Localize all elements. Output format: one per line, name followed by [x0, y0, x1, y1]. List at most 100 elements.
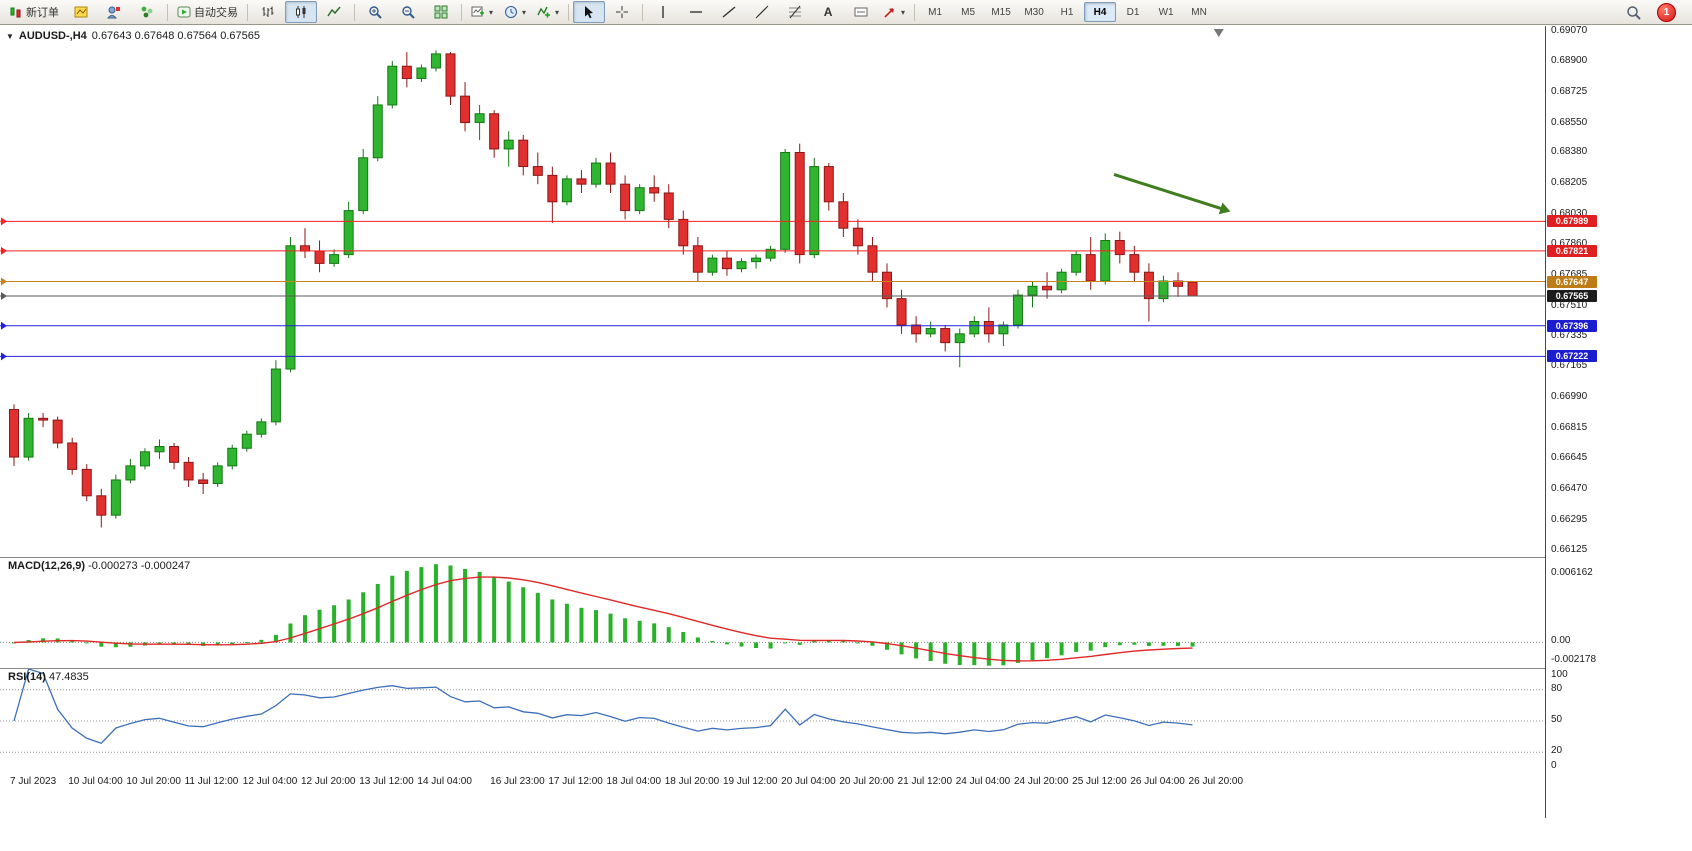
timeframe-button-m30[interactable]: M30	[1024, 6, 1044, 18]
time-axis-label: 20 Jul 20:00	[839, 776, 894, 787]
price-scale-label: 0.66125	[1551, 543, 1588, 555]
price-scale[interactable]: 0.69070 0.68900 0.68725 0.68550 0.68380 0.682…	[1545, 25, 1692, 818]
toolbar-separator	[461, 3, 462, 21]
candlestick-button[interactable]	[285, 1, 317, 23]
macd-scale-zero: 0.00	[1551, 635, 1571, 647]
toolbar-separator	[167, 3, 168, 21]
price-line-label: 0.67565	[1547, 289, 1597, 302]
price-scale-label: 0.66815	[1551, 422, 1588, 434]
toolbar-separator	[247, 3, 248, 21]
chart-shift-marker[interactable]	[1213, 29, 1224, 37]
price-scale-label: 0.67165	[1551, 360, 1588, 372]
rsi-panel[interactable]	[0, 668, 1545, 774]
auto-trading-label: 自动交易	[194, 7, 238, 19]
time-axis-label: 7 Jul 2023	[10, 776, 57, 787]
timeframe-button-m1[interactable]: M1	[928, 6, 943, 18]
rsi-scale-bottom: 0	[1551, 760, 1557, 771]
time-axis-label: 21 Jul 12:00	[897, 776, 953, 787]
macd-values: -0.000273 -0.000247	[88, 560, 191, 572]
line-left-marker	[1, 246, 7, 255]
zoom-out-icon	[402, 6, 415, 19]
bar-chart-button[interactable]	[252, 1, 284, 23]
toolbar-separator	[914, 3, 916, 21]
auto-trading-icon	[177, 6, 191, 18]
horizontal-line-button[interactable]	[680, 1, 712, 23]
rsi-label: RSI(14) 47.4835	[8, 671, 89, 683]
price-scale-label: 0.67685	[1551, 268, 1588, 280]
trend-arrow-annotation[interactable]	[1113, 173, 1224, 211]
trendline-button[interactable]	[713, 1, 745, 23]
notification-badge[interactable]: 1	[1657, 2, 1676, 22]
toolbar-separator	[642, 3, 644, 21]
toolbar-separator	[354, 3, 355, 21]
toolbar: 新订单 自动交	[0, 0, 1692, 25]
bar-chart-icon	[262, 6, 274, 17]
time-axis[interactable]: 7 Jul 2023 10 Jul 04:00 10 Jul 20:00 11 Jul…	[0, 772, 1545, 794]
time-axis-label: 17 Jul 12:00	[548, 776, 603, 787]
fibonacci-button[interactable]	[779, 1, 811, 23]
time-axis-label: 11 Jul 12:00	[184, 776, 239, 787]
timeframe-button-mn[interactable]: MN	[1191, 6, 1207, 18]
arrows-button[interactable]: ▾	[878, 1, 910, 23]
timeframe-button-m5[interactable]: M5	[961, 6, 976, 18]
tile-windows-button[interactable]	[425, 1, 457, 23]
period-button[interactable]: ▾	[499, 1, 531, 23]
tile-windows-icon	[434, 5, 448, 19]
crosshair-button[interactable]	[606, 1, 638, 23]
price-line-label: 0.67989	[1547, 215, 1597, 228]
price-scale-label: 0.66295	[1551, 513, 1588, 525]
profile-button[interactable]	[98, 1, 130, 23]
one-click-trading-arrow-icon[interactable]: ▼	[6, 31, 14, 41]
vertical-line-button[interactable]	[647, 1, 679, 23]
zoom-out-button[interactable]	[392, 1, 424, 23]
text-button[interactable]: A	[812, 1, 844, 23]
rsi-scale-label: 20	[1551, 745, 1563, 757]
line-left-marker	[1, 321, 7, 330]
price-scale-label: 0.66645	[1551, 451, 1588, 463]
timeframe-button-h1[interactable]: H1	[1060, 6, 1074, 18]
horizontal-line-icon	[690, 11, 703, 13]
time-axis-label: 20 Jul 04:00	[781, 776, 836, 787]
new-order-button[interactable]: 新订单	[4, 1, 64, 23]
timeframe-button-m15[interactable]: M15	[991, 6, 1011, 18]
charts-grid-icon	[74, 6, 88, 18]
main-chart[interactable]	[0, 26, 1545, 557]
chevron-down-icon: ▾	[901, 7, 906, 17]
price-scale-label: 0.66470	[1551, 482, 1588, 494]
time-axis-label: 18 Jul 20:00	[664, 776, 720, 787]
chevron-down-icon: ▾	[555, 7, 560, 17]
time-axis-label: 10 Jul 04:00	[68, 776, 123, 787]
trend-arrow-head	[1218, 202, 1231, 215]
crosshair-icon	[616, 6, 629, 18]
timeframe-button-d1[interactable]: D1	[1126, 6, 1140, 18]
time-axis-label: 13 Jul 12:00	[359, 776, 414, 787]
search-button[interactable]	[1617, 1, 1649, 23]
label-button[interactable]	[845, 1, 877, 23]
timeframe-button-h4[interactable]: H4	[1084, 2, 1117, 22]
channel-button[interactable]	[746, 1, 778, 23]
zoom-in-button[interactable]	[359, 1, 391, 23]
auto-trading-button[interactable]: 自动交易	[172, 1, 243, 23]
price-scale-label: 0.68900	[1551, 54, 1588, 66]
chevron-down-icon: ▾	[489, 7, 494, 17]
indicators-button[interactable]: ▾	[532, 1, 564, 23]
price-scale-label: 0.66990	[1551, 391, 1588, 403]
charts-grid-button[interactable]	[65, 1, 97, 23]
candlestick-icon	[296, 6, 306, 18]
new-chart-icon	[471, 6, 484, 17]
price-scale-label: 0.68725	[1551, 85, 1588, 97]
line-left-marker	[1, 291, 7, 300]
cursor-button[interactable]	[573, 1, 606, 23]
navigator-button[interactable]	[131, 1, 163, 23]
timeframe-button-w1[interactable]: W1	[1158, 6, 1174, 18]
rsi-line	[13, 669, 1193, 745]
price-scale-label: 0.68550	[1551, 116, 1588, 128]
new-chart-button[interactable]: ▾	[466, 1, 498, 23]
trendline-icon	[722, 6, 736, 18]
macd-panel[interactable]	[0, 557, 1545, 668]
line-chart-button[interactable]	[318, 1, 350, 23]
time-axis-label: 14 Jul 04:00	[417, 776, 472, 787]
macd-signal-line	[13, 576, 1193, 662]
indicators-icon	[537, 6, 551, 18]
